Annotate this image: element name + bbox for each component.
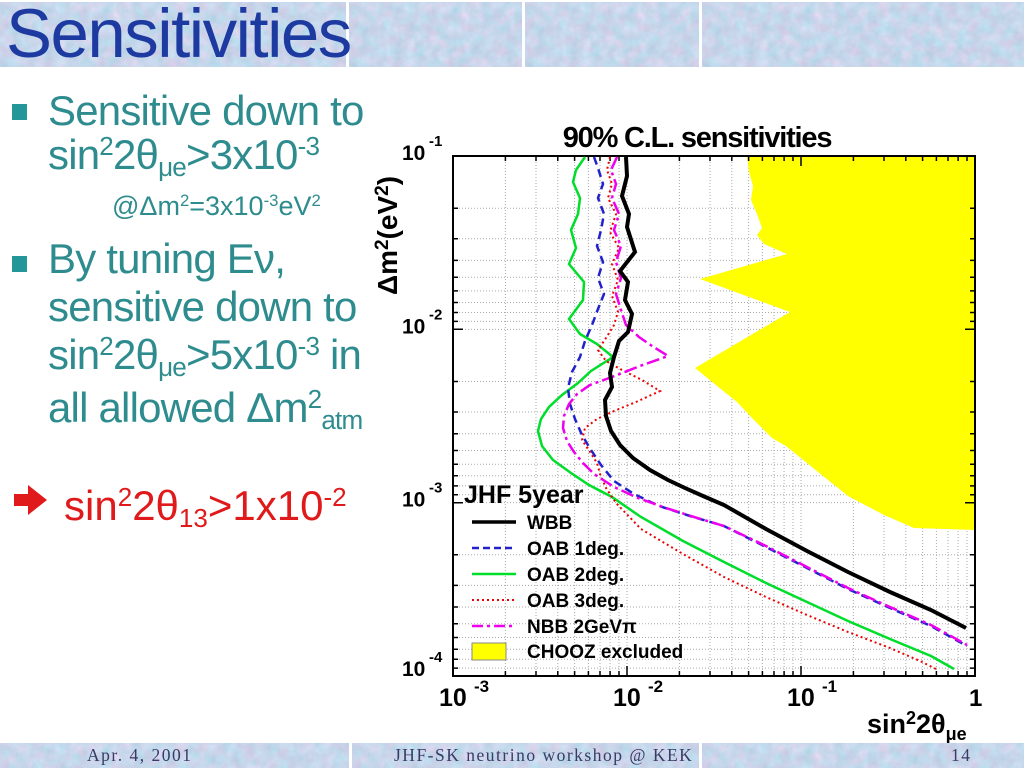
- svg-text:-1: -1: [429, 133, 442, 150]
- svg-text:10: 10: [402, 489, 425, 512]
- svg-text:-2: -2: [429, 306, 442, 323]
- svg-text:10: 10: [787, 684, 815, 712]
- svg-text:OAB 1deg.: OAB 1deg.: [527, 539, 624, 560]
- svg-text:OAB 2deg.: OAB 2deg.: [527, 565, 624, 586]
- svg-text:10: 10: [402, 142, 425, 165]
- svg-text:-2: -2: [648, 677, 663, 696]
- svg-text:10: 10: [402, 658, 425, 681]
- svg-text:NBB 2GeVπ: NBB 2GeVπ: [527, 617, 637, 638]
- svg-text:-1: -1: [822, 677, 837, 696]
- svg-text:90% C.L. sensitivities: 90% C.L. sensitivities: [563, 122, 832, 154]
- svg-text:10: 10: [613, 684, 641, 712]
- svg-text:JHF 5year: JHF 5year: [464, 481, 584, 509]
- svg-text:WBB: WBB: [527, 513, 572, 534]
- svg-text:sin22θμe: sin22θμe: [867, 708, 967, 744]
- svg-text:OAB 3deg.: OAB 3deg.: [527, 591, 624, 612]
- svg-text:10: 10: [439, 684, 467, 712]
- svg-text:Δm2(eV2): Δm2(eV2): [372, 176, 403, 295]
- svg-text:1: 1: [969, 685, 982, 712]
- svg-text:-4: -4: [429, 649, 443, 666]
- svg-text:10: 10: [402, 315, 425, 338]
- svg-text:-3: -3: [429, 480, 442, 497]
- svg-text:CHOOZ excluded: CHOOZ excluded: [527, 642, 683, 663]
- svg-text:-3: -3: [474, 677, 489, 696]
